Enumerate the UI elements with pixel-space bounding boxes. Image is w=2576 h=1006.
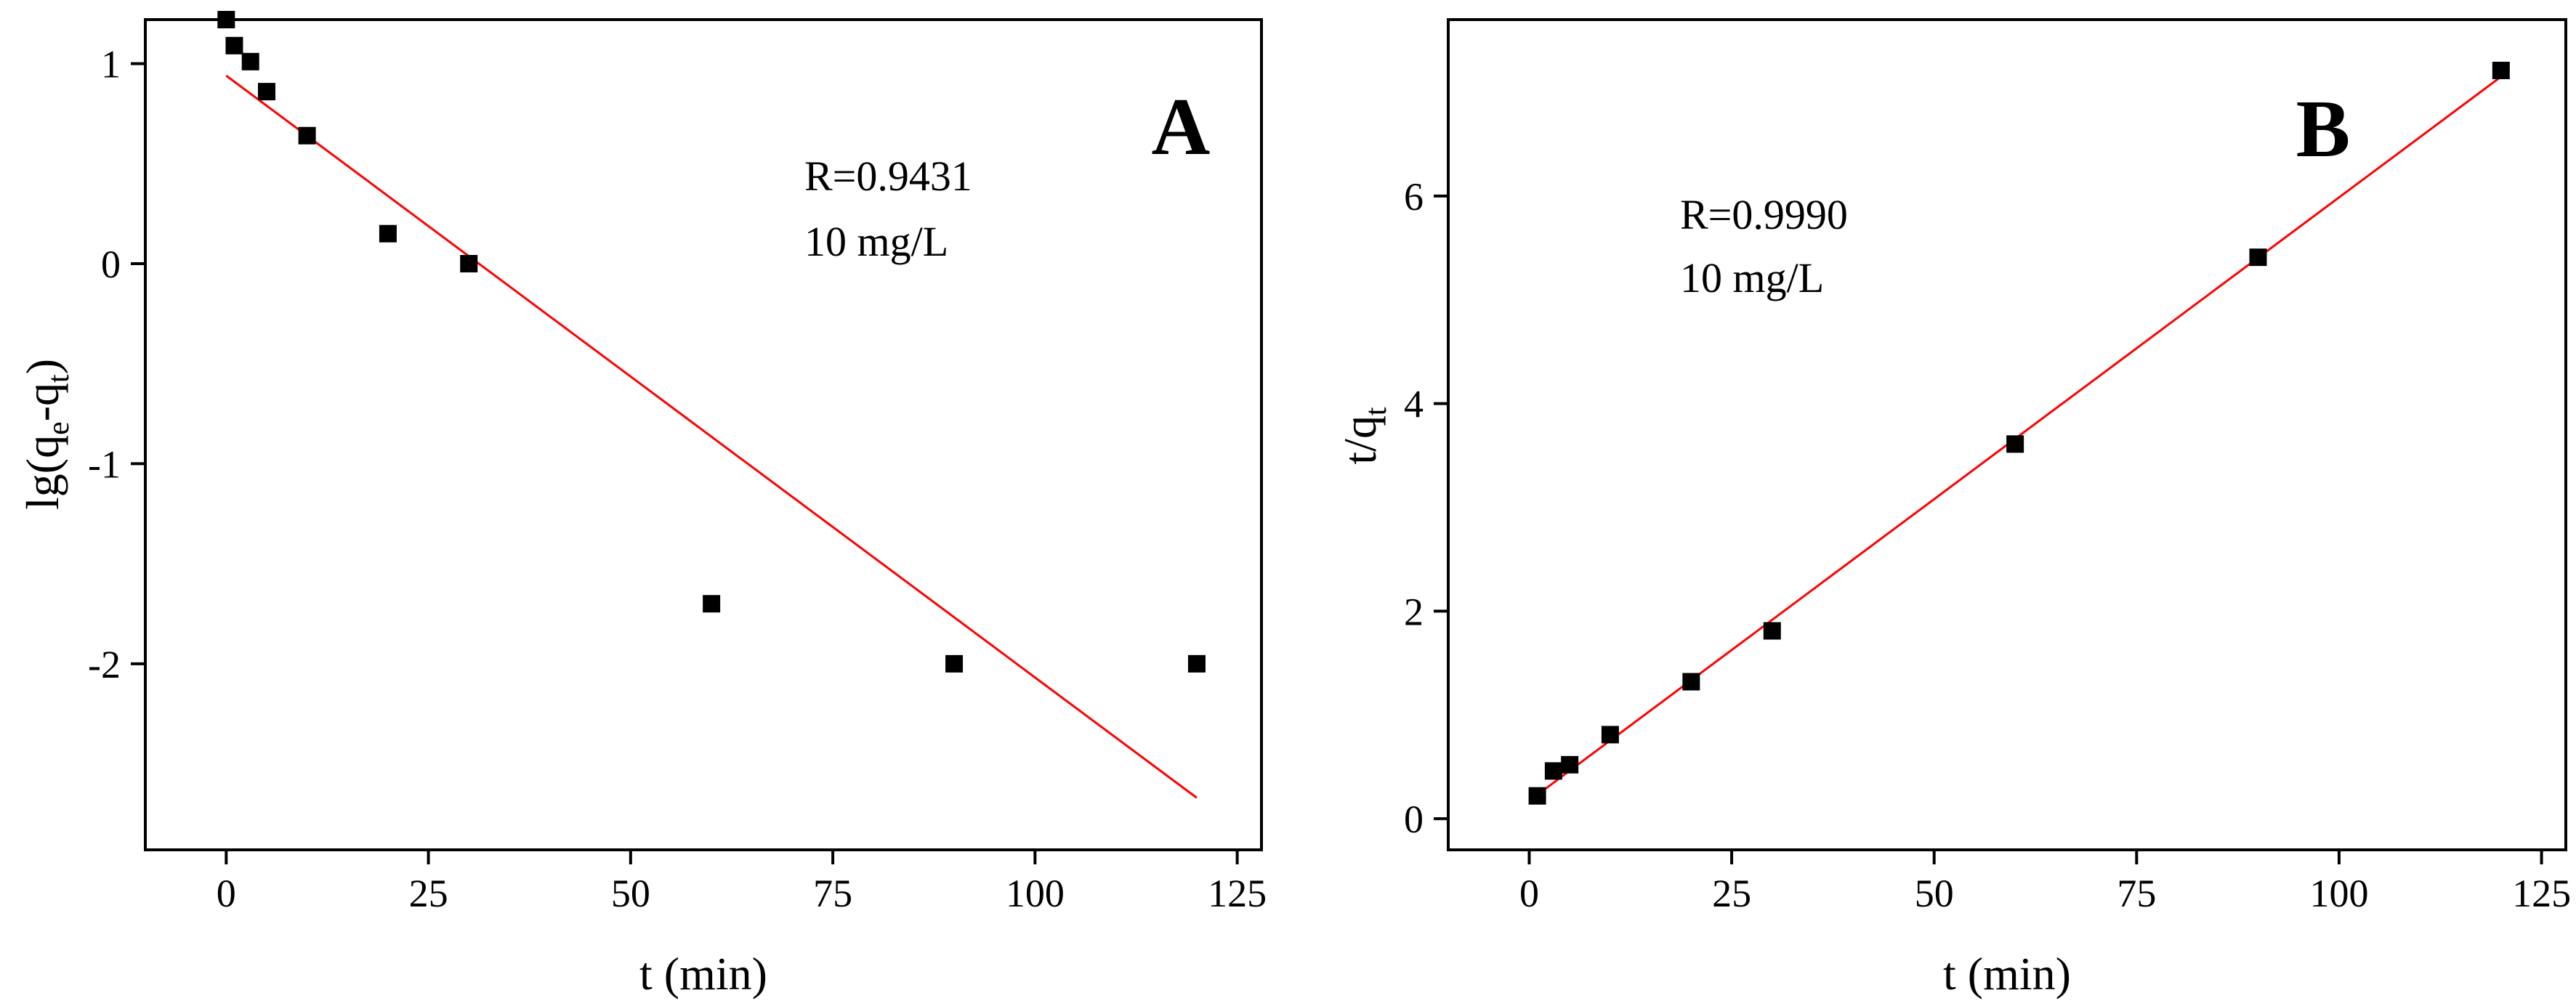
panel-a-data-point — [1187, 654, 1206, 673]
panel-b-y-axis-title: t/qt — [1334, 407, 1393, 465]
panel-a-y-tick-label: -2 — [88, 643, 121, 686]
panel-b-x-tick-label: 25 — [1712, 872, 1751, 915]
panel-b-data-points — [1528, 62, 2510, 805]
panel-a-data-points — [217, 11, 1206, 673]
panel-b-x-tick-label: 100 — [2309, 872, 2368, 915]
panel-b-axes: 0 25 50 75 100 125 0 2 4 6 — [1404, 175, 2571, 915]
panel-a-data-point — [379, 224, 397, 243]
panel-b-y-tick-label: 2 — [1404, 590, 1424, 633]
panel-a-x-tick-label: 125 — [1208, 872, 1267, 915]
panel-a-axes: 0 25 50 75 100 125 1 0 -1 -2 — [88, 43, 1267, 915]
panel-b-y-tick-label: 0 — [1404, 798, 1424, 841]
panel-a-data-point — [257, 83, 275, 101]
panel-b-data-point — [1601, 726, 1619, 744]
panel-b-x-tick-label: 125 — [2512, 872, 2571, 915]
panel-a-data-point — [225, 36, 243, 54]
panel-a-y-tick-label: 0 — [101, 243, 121, 286]
panel-a-data-point — [217, 11, 235, 28]
panel-b-x-tick-label: 75 — [2117, 872, 2156, 915]
panel-a-x-tick-label: 25 — [409, 872, 448, 915]
panel-a-x-axis-title: t (min) — [639, 948, 767, 999]
panel-a-data-point — [945, 654, 964, 673]
panel-b-concentration: 10 mg/L — [1680, 254, 1824, 301]
panel-a-data-point — [241, 52, 259, 70]
panel-b-y-tick-label: 6 — [1404, 175, 1424, 219]
panel-a-y-tick-label: 1 — [101, 43, 121, 86]
panel-b-r-value: R=0.9990 — [1680, 191, 1848, 238]
panel-b-plot-frame — [1447, 18, 2567, 851]
panel-a-letter: A — [1152, 82, 1211, 172]
panel-b-data-point — [1528, 787, 1546, 805]
panel-b-x-axis-title: t (min) — [1943, 948, 2071, 999]
panel-a-plot-frame — [144, 18, 1263, 851]
panel-b-data-point — [1561, 755, 1579, 774]
panel-b-data-point — [2006, 435, 2024, 453]
panel-b-chart: 0 25 50 75 100 125 0 2 4 6 B R=0.9990 10 mg/L t (… — [1334, 18, 2571, 999]
panel-b-data-point — [1682, 673, 1700, 691]
panel-a-fit-line-group — [225, 74, 1198, 799]
panel-a-data-point — [703, 595, 721, 613]
panel-a-data-point — [460, 255, 478, 273]
panel-a-r-value: R=0.9431 — [804, 153, 972, 200]
panel-a-chart: 0 25 50 75 100 125 1 0 -1 -2 A R=0.9431 10 mg/L t… — [17, 11, 1267, 999]
panel-a-data-point — [298, 126, 316, 145]
panel-a-fit-line — [225, 74, 1198, 799]
panel-a-y-tick-label: -1 — [88, 442, 121, 486]
panel-b-x-tick-label: 0 — [1519, 872, 1539, 915]
panel-b-data-point — [2492, 62, 2510, 80]
panel-a-x-tick-label: 0 — [217, 872, 236, 915]
panel-a-concentration: 10 mg/L — [804, 218, 948, 265]
panel-b-data-point — [1763, 622, 1781, 640]
panel-a-x-tick-label: 100 — [1006, 872, 1065, 915]
panel-b-y-tick-label: 4 — [1404, 383, 1424, 426]
panel-b-letter: B — [2296, 84, 2351, 174]
panel-a-y-axis-title: lg(qe-qt) — [17, 359, 76, 510]
panel-b-x-tick-label: 50 — [1915, 872, 1954, 915]
panel-b-data-point — [2249, 248, 2267, 267]
panel-a-x-tick-label: 75 — [813, 872, 852, 915]
panel-a-x-tick-label: 50 — [611, 872, 650, 915]
panel-b-data-point — [1544, 762, 1562, 780]
